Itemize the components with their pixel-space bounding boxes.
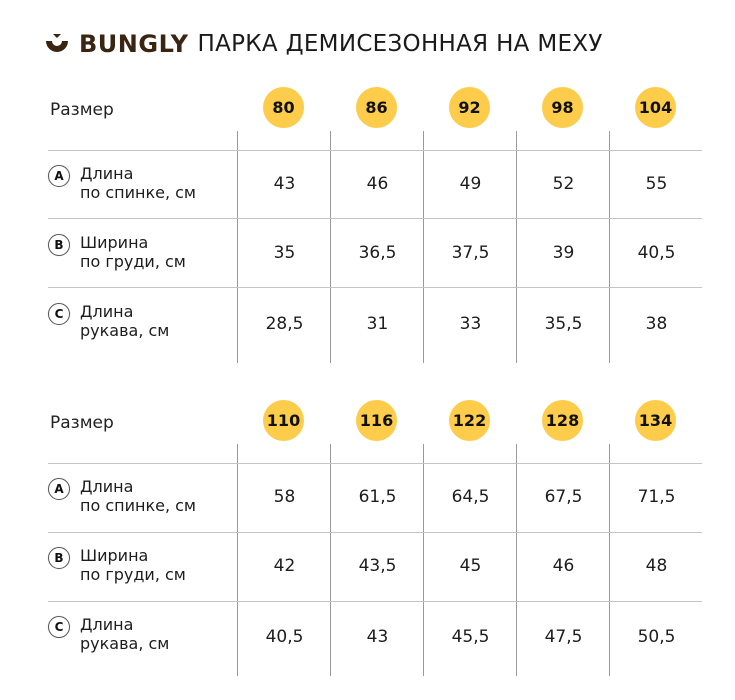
row-label-chest-width: B Ширина по груди, см xyxy=(48,546,186,584)
table-cell: 58 xyxy=(273,487,296,507)
size-badge: 122 xyxy=(449,400,490,441)
row-label-sleeve-length: C Длина рукава, см xyxy=(48,615,169,653)
row-label-sleeve-length: C Длина рукава, см xyxy=(48,302,169,340)
letter-c-icon: C xyxy=(48,303,70,325)
size-badge: 92 xyxy=(449,87,490,128)
letter-b-icon: B xyxy=(48,547,70,569)
table-cell: 45 xyxy=(459,556,482,576)
letter-a-icon: A xyxy=(48,478,70,500)
table-cell: 43,5 xyxy=(358,556,397,576)
column-divider xyxy=(423,131,424,363)
table-cell: 36,5 xyxy=(358,243,397,263)
column-divider xyxy=(516,131,517,363)
table-cell: 71,5 xyxy=(637,487,676,507)
bungly-logo-icon xyxy=(46,34,68,52)
table-cell: 46 xyxy=(552,556,575,576)
table-cell: 33 xyxy=(459,314,482,334)
column-divider xyxy=(330,131,331,363)
row-label-line1: Длина xyxy=(80,615,134,634)
table-cell: 48 xyxy=(645,556,668,576)
column-divider xyxy=(237,444,238,676)
size-badge: 86 xyxy=(356,87,397,128)
size-badge: 128 xyxy=(542,400,583,441)
row-label-line2: рукава, см xyxy=(80,634,170,653)
row-label-line2: по спинке, см xyxy=(80,496,196,515)
table-cell: 40,5 xyxy=(637,243,676,263)
table-cell: 43 xyxy=(366,627,389,647)
row-label-line2: по груди, см xyxy=(80,565,186,584)
table-cell: 61,5 xyxy=(358,487,397,507)
row-label-back-length: A Длина по спинке, см xyxy=(48,164,196,202)
row-label-line1: Длина xyxy=(80,477,134,496)
table-cell: 38 xyxy=(645,314,668,334)
table-cell: 46 xyxy=(366,174,389,194)
brand-name: BUNGLY xyxy=(79,30,189,58)
row-label-line1: Длина xyxy=(80,302,134,321)
size-badge: 134 xyxy=(635,400,676,441)
size-badge: 110 xyxy=(263,400,304,441)
column-divider xyxy=(237,131,238,363)
table-cell: 39 xyxy=(552,243,575,263)
table-cell: 52 xyxy=(552,174,575,194)
table-cell: 64,5 xyxy=(451,487,490,507)
size-badge: 104 xyxy=(635,87,676,128)
row-label-line1: Длина xyxy=(80,164,134,183)
column-divider xyxy=(609,131,610,363)
row-label-chest-width: B Ширина по груди, см xyxy=(48,233,186,271)
row-divider xyxy=(48,463,702,464)
table-cell: 28,5 xyxy=(265,314,304,334)
letter-c-icon: C xyxy=(48,616,70,638)
size-header-label: Размер xyxy=(50,100,114,120)
table-cell: 43 xyxy=(273,174,296,194)
table-cell: 31 xyxy=(366,314,389,334)
row-divider xyxy=(48,150,702,151)
table-cell: 37,5 xyxy=(451,243,490,263)
size-badge: 80 xyxy=(263,87,304,128)
size-header-label: Размер xyxy=(50,413,114,433)
row-label-line2: рукава, см xyxy=(80,321,170,340)
row-label-line2: по груди, см xyxy=(80,252,186,271)
column-divider xyxy=(516,444,517,676)
column-divider xyxy=(423,444,424,676)
size-badge: 116 xyxy=(356,400,397,441)
table-cell: 42 xyxy=(273,556,296,576)
row-divider xyxy=(48,287,702,288)
page-title: BUNGLY ПАРКА ДЕМИСЕЗОННАЯ НА МЕХУ xyxy=(44,24,603,64)
table-cell: 35,5 xyxy=(544,314,583,334)
table-cell: 55 xyxy=(645,174,668,194)
table-cell: 47,5 xyxy=(544,627,583,647)
row-label-line2: по спинке, см xyxy=(80,183,196,202)
product-title: ПАРКА ДЕМИСЕЗОННАЯ НА МЕХУ xyxy=(197,31,603,57)
row-label-back-length: A Длина по спинке, см xyxy=(48,477,196,515)
table-cell: 50,5 xyxy=(637,627,676,647)
table-cell: 45,5 xyxy=(451,627,490,647)
table-cell: 49 xyxy=(459,174,482,194)
size-badge: 98 xyxy=(542,87,583,128)
row-divider xyxy=(48,218,702,219)
table-cell: 35 xyxy=(273,243,296,263)
row-divider xyxy=(48,601,702,602)
letter-a-icon: A xyxy=(48,165,70,187)
letter-b-icon: B xyxy=(48,234,70,256)
table-cell: 40,5 xyxy=(265,627,304,647)
row-label-line1: Ширина xyxy=(80,233,149,252)
row-divider xyxy=(48,532,702,533)
row-label-line1: Ширина xyxy=(80,546,149,565)
column-divider xyxy=(609,444,610,676)
column-divider xyxy=(330,444,331,676)
table-cell: 67,5 xyxy=(544,487,583,507)
